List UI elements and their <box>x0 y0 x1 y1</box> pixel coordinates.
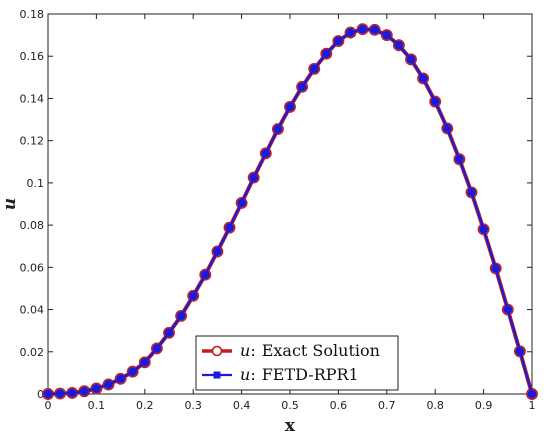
data-point <box>237 198 247 208</box>
data-point <box>140 357 150 367</box>
y-tick-label: 0.14 <box>20 92 45 105</box>
y-tick-label: 0.02 <box>20 346 45 359</box>
data-point <box>104 380 113 389</box>
data-point <box>67 388 77 398</box>
data-point <box>297 82 307 92</box>
y-tick-label: 0.06 <box>20 261 45 274</box>
legend-marker <box>211 345 223 357</box>
data-point <box>152 343 162 353</box>
legend-marker <box>213 371 221 379</box>
data-point <box>188 291 198 301</box>
data-point <box>479 224 489 234</box>
data-point <box>43 389 53 399</box>
data-point <box>249 173 259 183</box>
legend-box <box>195 335 399 391</box>
x-tick-label: 0 <box>45 399 52 412</box>
legend-entry: u: FETD-RPR1 <box>202 365 359 384</box>
data-point <box>430 97 440 107</box>
data-point <box>200 270 210 280</box>
legend-symbol: u <box>240 365 250 384</box>
x-tick-label: 0.5 <box>281 399 299 412</box>
legend-symbol: u <box>240 341 250 360</box>
y-tick-label: 0.1 <box>27 177 45 190</box>
y-tick-label: 0.18 <box>20 8 45 21</box>
data-point <box>515 346 525 356</box>
x-tick-label: 0.3 <box>184 399 202 412</box>
legend-series-name: FETD-RPR1 <box>262 365 359 384</box>
data-point <box>128 367 138 377</box>
x-axis-label: x <box>285 416 296 436</box>
x-tick-label: 0.4 <box>233 399 251 412</box>
data-point <box>309 64 319 74</box>
x-tick-label: 0.9 <box>475 399 493 412</box>
y-tick-label: 0.16 <box>20 50 45 63</box>
data-point <box>91 384 101 393</box>
data-point <box>442 123 452 133</box>
y-axis-label: u <box>0 198 20 210</box>
y-tick-label: 0.12 <box>20 135 45 148</box>
data-point <box>454 154 464 164</box>
data-point <box>164 328 174 338</box>
legend-label: u: Exact Solution <box>240 341 380 360</box>
data-point <box>370 25 380 35</box>
y-tick-label: 0.04 <box>20 304 45 317</box>
data-point <box>358 24 368 34</box>
data-point <box>79 386 89 396</box>
data-point <box>333 36 343 46</box>
data-point <box>527 389 537 399</box>
data-point <box>418 73 428 83</box>
data-point <box>467 187 476 197</box>
data-point <box>212 247 222 256</box>
data-point <box>321 49 331 59</box>
data-point <box>225 223 234 233</box>
x-tick-label: 0.8 <box>426 399 444 412</box>
data-point <box>176 311 186 321</box>
series-layer <box>42 23 538 400</box>
x-tick-label: 0.1 <box>88 399 106 412</box>
y-tick-label: 0 <box>37 388 44 401</box>
data-point <box>55 389 65 399</box>
series-fetd-rpr1 <box>43 24 537 399</box>
legend-separator: : <box>250 365 255 384</box>
legend-separator: : <box>250 341 255 360</box>
y-tick-label: 0.08 <box>20 219 45 232</box>
data-point <box>116 374 126 384</box>
data-point <box>346 28 355 38</box>
x-tick-label: 1 <box>529 399 536 412</box>
legend-label: u: FETD-RPR1 <box>240 365 359 384</box>
data-point <box>273 124 283 134</box>
legend-series-name: Exact Solution <box>262 341 380 360</box>
data-point <box>406 54 416 64</box>
x-tick-label: 0.6 <box>330 399 348 412</box>
data-point <box>382 30 392 40</box>
data-point <box>491 263 501 273</box>
legend-entry: u: Exact Solution <box>202 341 380 360</box>
x-tick-label: 0.2 <box>136 399 154 412</box>
data-point <box>394 40 404 50</box>
data-point <box>285 102 295 112</box>
legend: u: Exact Solution u: FETD-RPR1 <box>195 335 399 391</box>
x-tick-label: 0.7 <box>378 399 396 412</box>
legend-entries: u: Exact Solution u: FETD-RPR1 <box>202 341 380 384</box>
data-point <box>261 148 271 158</box>
data-point <box>503 305 513 315</box>
